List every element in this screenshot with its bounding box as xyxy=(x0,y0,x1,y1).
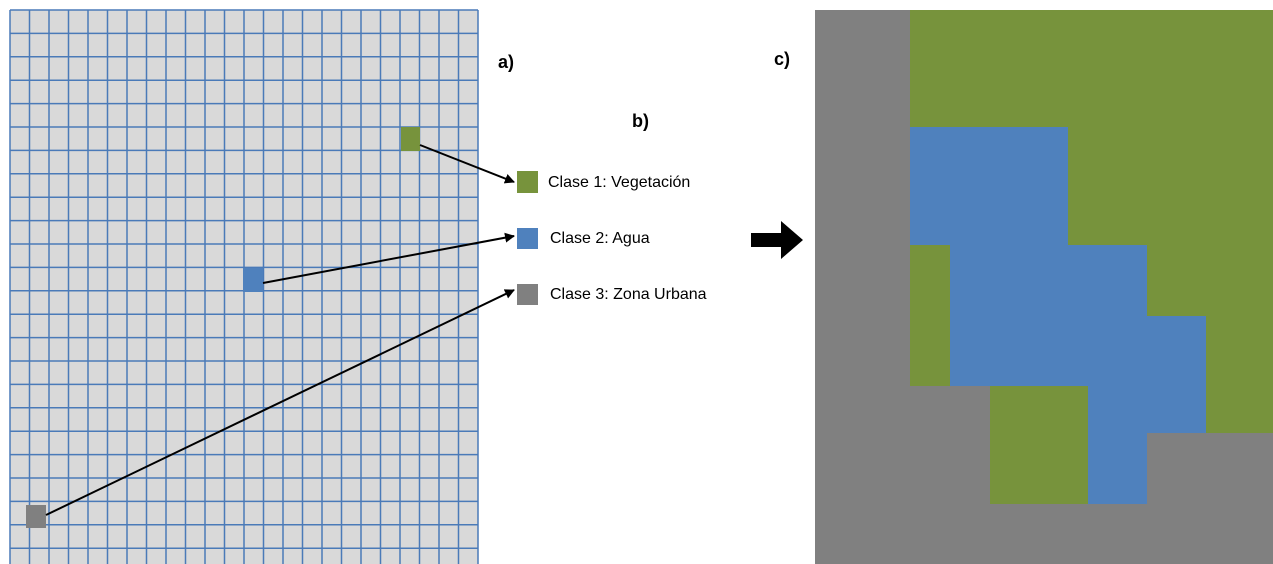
legend-label: Clase 3: Zona Urbana xyxy=(550,286,707,303)
pixel-vegetation xyxy=(401,127,420,151)
panel-label: a) xyxy=(498,52,514,72)
classified-map xyxy=(815,10,1273,564)
panel-label: c) xyxy=(774,49,790,69)
legend-label: Clase 1: Vegetación xyxy=(548,174,690,191)
block-arrow xyxy=(751,221,803,259)
arrow xyxy=(419,144,515,184)
legend-swatch xyxy=(517,228,538,249)
legend-swatch xyxy=(517,171,538,193)
pixel-urban xyxy=(26,505,46,528)
map-water xyxy=(910,127,1206,504)
legend-label: Clase 2: Agua xyxy=(550,230,650,247)
legend-swatch xyxy=(517,284,538,305)
arrow xyxy=(262,232,515,284)
pixel-grid xyxy=(9,9,479,564)
map-vegetation xyxy=(990,386,1088,504)
pixel-water xyxy=(243,268,263,292)
arrow xyxy=(45,289,515,516)
map-urban xyxy=(910,386,990,433)
panel-label: b) xyxy=(632,111,649,131)
